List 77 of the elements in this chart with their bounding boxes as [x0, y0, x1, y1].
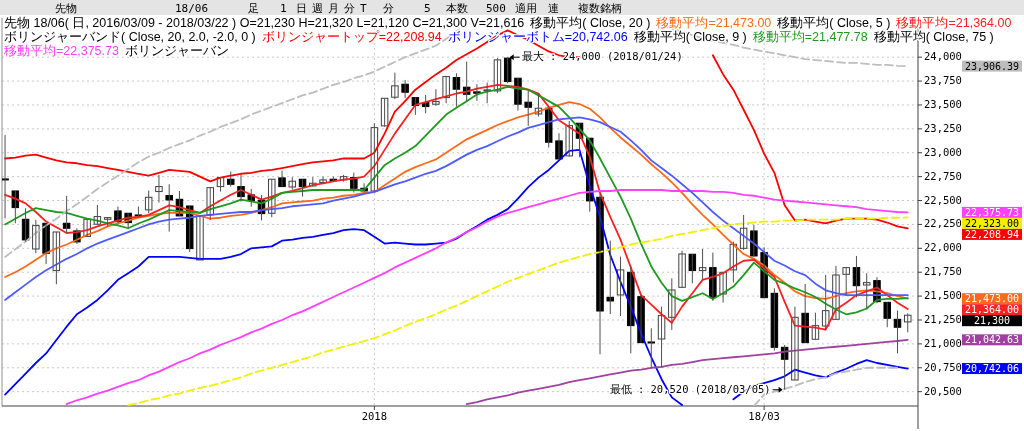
line-series — [127, 216, 909, 406]
candlestick — [503, 56, 512, 84]
x-tick-label: 2018 — [361, 410, 387, 422]
text: 分 — [383, 2, 394, 15]
candlestick — [165, 183, 173, 233]
candlestick — [144, 190, 153, 214]
text: 21,042.63 — [964, 334, 1020, 346]
candlestick — [647, 327, 656, 369]
text: 複数銘柄 — [578, 2, 622, 15]
candlestick — [842, 267, 850, 296]
text: 連 — [548, 2, 559, 15]
y-tick-label: 23,500 — [924, 97, 962, 110]
y-tick-label: 22,000 — [924, 241, 962, 254]
y-tick-label: 21,000 — [924, 336, 962, 349]
text: 日 — [296, 2, 307, 15]
candlestick — [903, 312, 912, 333]
text: 22,323.00 — [964, 217, 1020, 229]
text: 21,473.00 — [964, 293, 1020, 305]
annotation: 移動平均( Close, 9 ) — [633, 30, 747, 44]
candlestick — [226, 171, 235, 188]
line-series — [465, 338, 909, 405]
text: 週 — [312, 2, 323, 15]
annotation: 移動平均( Close, 75 ) — [873, 30, 994, 44]
candlestick — [62, 195, 71, 234]
y-tick-label: 23,000 — [924, 145, 962, 158]
annotation: ボリンジャーバン — [124, 44, 229, 58]
candlestick — [688, 253, 697, 284]
text: 本数 — [446, 2, 468, 15]
text: 20,742.06 — [964, 363, 1020, 375]
text: 移動平均=21,477.78 — [752, 30, 868, 44]
text: 移動平均=21,364.00 — [896, 16, 1012, 30]
y-tick-label: 22,500 — [924, 193, 962, 206]
text: 移動平均=22,375.73 — [4, 44, 119, 58]
text: 5 — [424, 2, 431, 15]
candlestick — [883, 301, 891, 328]
y-tick-label: 23,250 — [924, 121, 962, 134]
text: 22,375.73 — [964, 206, 1020, 218]
candlestick — [770, 287, 779, 352]
text: 23,906.39 — [964, 60, 1020, 72]
y-tick-label: 21,500 — [924, 289, 962, 302]
candlestick — [103, 217, 112, 228]
annotation: 移動平均( Close, 5 ) — [777, 16, 891, 30]
candlestick — [288, 176, 297, 191]
y-tick-label: 22,750 — [924, 169, 962, 182]
annotation: 移動平均( Close, 20 ) — [530, 16, 651, 30]
candlestick — [606, 240, 615, 315]
y-tick-label: 20,500 — [924, 384, 962, 397]
candlestick — [862, 272, 871, 310]
series-label: ボリンジャートップ=22,208.94 — [261, 30, 442, 44]
text: 月 — [328, 2, 339, 15]
text: 21,364.00 — [964, 304, 1020, 316]
y-tick-label: 21,250 — [924, 312, 962, 325]
annotation: 先物 18/06( 日, 2016/03/09 - 2018/03/22 ) O=21,230 H=21,320 L=21,120 C=21,300 V=21,616 — [4, 16, 525, 30]
y-tick-label: 22,250 — [924, 217, 962, 230]
text: T — [360, 2, 367, 15]
candlestick — [524, 89, 532, 127]
x-tick-label: 18/03 — [748, 410, 780, 422]
line-series — [65, 189, 909, 405]
candlestick — [380, 97, 389, 128]
text: 分 — [344, 2, 355, 15]
text: 21,300 — [973, 315, 1011, 327]
text: 先物 — [55, 2, 77, 15]
text: 22,208.94 — [964, 228, 1020, 240]
text: 足 — [248, 2, 259, 15]
candlestick — [2, 134, 9, 219]
text: 移動平均=21,473.00 — [656, 16, 772, 30]
annotation: 最大 : 24,000 (2018/01/24) — [521, 50, 683, 63]
y-tick-label: 24,000 — [924, 50, 962, 63]
text: 1 — [280, 2, 287, 15]
text: 適用 — [515, 2, 537, 15]
y-tick-label: 23,750 — [924, 74, 962, 87]
annotation: ボリンジャーバンド( Close, 20, 2.0, -2.0, 0 ) — [4, 30, 256, 44]
text: 18/06 — [175, 2, 209, 15]
candlestick — [196, 215, 204, 261]
y-tick-label: 20,750 — [924, 360, 962, 373]
y-tick-label: 21,750 — [924, 265, 962, 278]
text: 500 — [486, 2, 506, 15]
